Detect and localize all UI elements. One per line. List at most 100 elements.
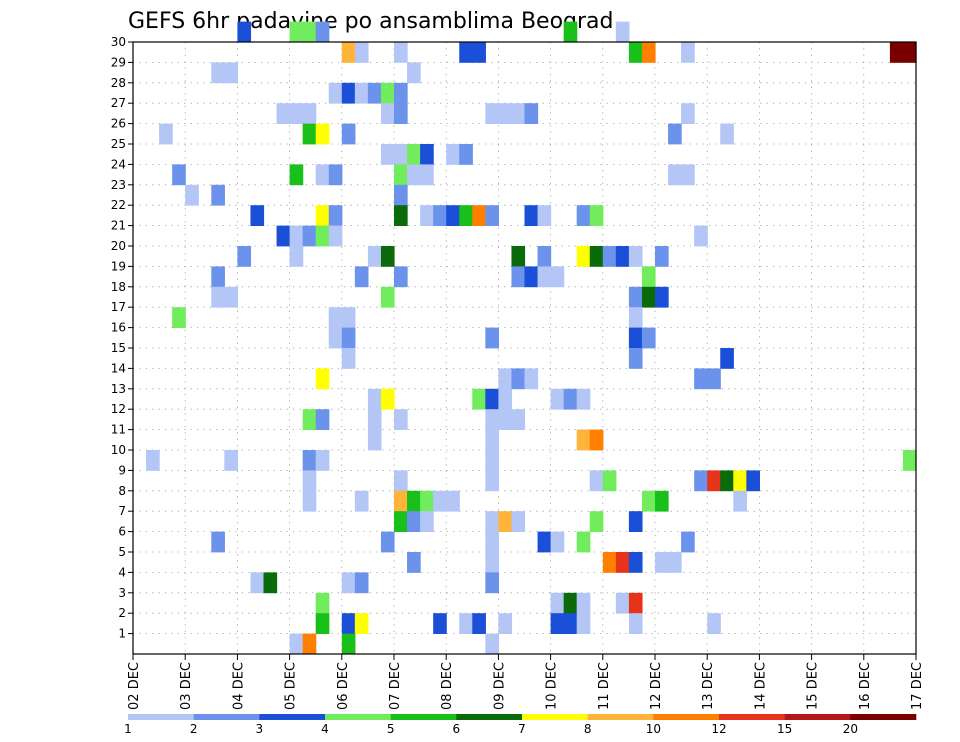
heatmap-cell (615, 552, 630, 573)
x-tick-label: 13 DEC (701, 662, 716, 710)
y-tick-label: 15 (111, 341, 126, 355)
heatmap-cell (394, 511, 408, 532)
heatmap-cell (224, 62, 238, 84)
colorbar-swatch (522, 714, 588, 720)
x-tick-label: 10 DEC (545, 662, 560, 710)
heatmap-cell (302, 633, 317, 655)
heatmap-cell (354, 42, 369, 63)
heatmap-cell (485, 511, 499, 532)
heatmap-cell (563, 592, 578, 614)
heatmap-cell (576, 613, 591, 634)
x-tick-label: 17 DEC (910, 662, 925, 710)
y-tick-label: 30 (111, 35, 126, 49)
heatmap-cell (485, 450, 499, 471)
y-tick-label: 24 (111, 157, 126, 171)
heatmap-cell (302, 21, 317, 43)
heatmap-cell (289, 103, 304, 124)
colorbar-swatch (587, 714, 654, 720)
heatmap-cell (472, 388, 486, 410)
y-tick-label: 10 (111, 443, 126, 457)
heatmap-cell (628, 348, 643, 369)
heatmap-cell (380, 531, 395, 553)
x-axis-ticks: 02 DEC 03 DEC 04 DEC 05 DEC 06 DEC 07 DEC 08 D… (127, 654, 925, 710)
y-tick-label: 14 (111, 361, 126, 375)
heatmap-cell (655, 246, 669, 267)
heatmap-cell (315, 164, 330, 186)
heatmap-cell (537, 246, 552, 267)
x-tick-label: 09 DEC (492, 662, 507, 710)
y-tick-label: 17 (111, 300, 126, 314)
heatmap-cell (589, 205, 604, 226)
colorbar-swatch (850, 714, 917, 720)
x-tick-label: 03 DEC (179, 662, 194, 710)
heatmap-cell (498, 613, 513, 634)
heatmap-cell (628, 592, 643, 614)
heatmap-cell (433, 490, 447, 512)
heatmap-cell (485, 429, 499, 451)
heatmap-cell (380, 388, 395, 410)
heatmap-cell (589, 470, 604, 492)
heatmap-cell (589, 511, 604, 532)
heatmap-cell (394, 103, 408, 124)
heatmap-cell (524, 266, 539, 288)
heatmap-cell (211, 266, 225, 288)
colorbar-label: 2 (190, 722, 198, 736)
heatmap-cell (289, 246, 304, 267)
heatmap-cell (394, 42, 408, 63)
heatmap-cell (315, 123, 330, 145)
colorbar-swatch (325, 714, 391, 720)
heatmap-cell (328, 307, 343, 328)
y-tick-label: 27 (111, 96, 126, 110)
heatmap-cell (211, 62, 225, 84)
heatmap-cell (328, 82, 343, 104)
heatmap-cell (511, 409, 526, 430)
heatmap-cell (394, 266, 408, 288)
heatmap-cell (420, 144, 434, 165)
heatmap-cell (655, 490, 669, 512)
y-tick-label: 18 (111, 280, 126, 294)
heatmap-cell (498, 388, 513, 410)
heatmap-cell (589, 429, 604, 451)
heatmap-cell (380, 144, 395, 165)
heatmap-cell (394, 82, 408, 104)
heatmap-cell (550, 388, 565, 410)
heatmap-cell (354, 266, 369, 288)
heatmap-cell (407, 511, 421, 532)
heatmap-cell (668, 123, 682, 145)
heatmap-cell (602, 552, 617, 573)
y-tick-label: 3 (118, 586, 126, 600)
heatmap-cell (589, 246, 604, 267)
heatmap-cell (485, 633, 499, 655)
y-tick-label: 20 (111, 239, 126, 253)
heatmap-cell (380, 82, 395, 104)
heatmap-cell (511, 266, 526, 288)
heatmap-cell (446, 144, 460, 165)
heatmap-cell (537, 531, 552, 553)
heatmap-cell (576, 388, 591, 410)
heatmap-cell (537, 205, 552, 226)
heatmap-cell (681, 103, 695, 124)
heatmap-cell (302, 103, 317, 124)
heatmap-cell (615, 592, 630, 614)
heatmap-cell (485, 552, 499, 573)
heatmap-cell (315, 368, 330, 390)
heatmap-cell (472, 42, 486, 63)
heatmap-cell (394, 164, 408, 186)
heatmap-cell (733, 470, 747, 492)
heatmap-cell (394, 205, 408, 226)
heatmap-cell (628, 613, 643, 634)
heatmap-cell (407, 62, 421, 84)
heatmap-cell (511, 511, 526, 532)
heatmap-cell (602, 246, 617, 267)
grid-lines (132, 41, 917, 654)
heatmap-cell (550, 266, 565, 288)
heatmap-cell (420, 490, 434, 512)
heatmap-cell (367, 82, 382, 104)
heatmap-cell (550, 613, 565, 634)
colorbar-label: 4 (321, 722, 329, 736)
heatmap-cell (394, 184, 408, 206)
heatmap-cell (276, 225, 291, 247)
heatmap-cell (615, 246, 630, 267)
y-tick-label: 22 (111, 198, 126, 212)
heatmap-cell (641, 286, 656, 308)
